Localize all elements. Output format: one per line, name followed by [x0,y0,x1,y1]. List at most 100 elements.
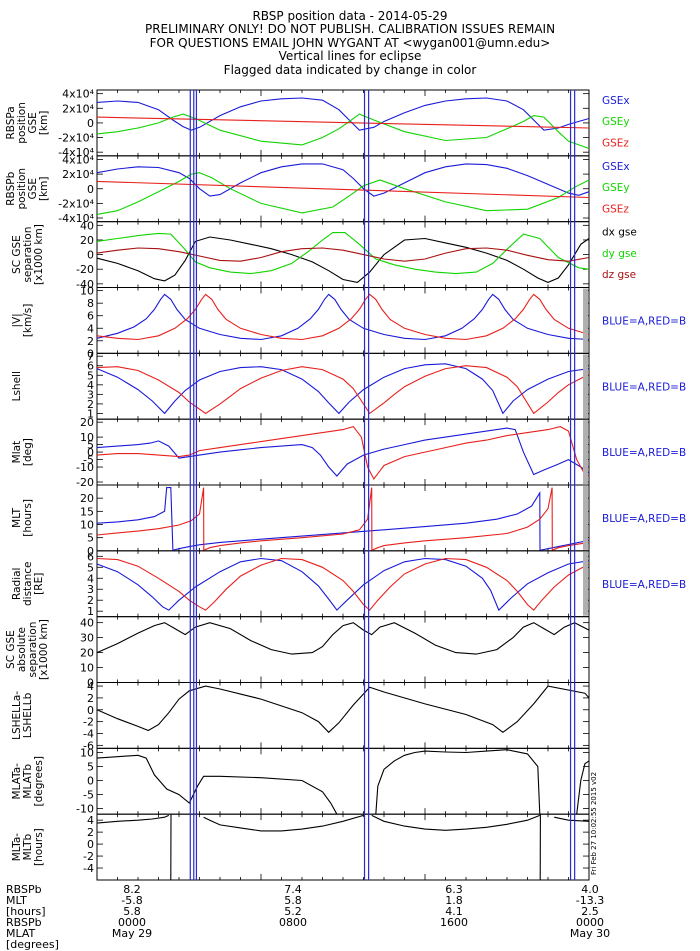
col2-time: 1600 [419,917,489,928]
panel-2-ytick-label: -20 [76,263,94,276]
panel-6-series-0 [97,488,589,551]
panel-10-ytick-label: -5 [83,789,94,802]
panel-10-ytick-label: 5 [87,761,94,774]
panel-3-series-1 [97,294,589,339]
panel-2-ylabel: [x1000 km] [33,224,45,285]
panel-3-ytick-label: 2 [87,335,94,348]
panel-5-ytick-label: 20 [80,416,94,429]
panel-1-legend-2: GSEz [602,203,629,215]
panel-10-frame [97,748,589,814]
panel-11-ylabel: [hours] [33,828,45,866]
panel-8-series-0 [97,623,589,654]
panel-9-ytick-label: 0 [87,704,94,717]
panel-6-legend-0: BLUE=A,RED=B [602,513,686,525]
panel-11-ytick-label: 0 [87,838,94,851]
panel-11-series-2 [204,815,364,831]
panel-2-legend-2: dz gse [602,269,636,281]
panel-0-ytick-label: 0 [87,117,94,130]
panel-3-series-0 [97,294,589,339]
panel-1-ylabel: [km] [38,176,50,201]
panel-10-series-1 [376,750,540,815]
panel-0-ytick-label: 4x10⁴ [62,88,95,101]
panel-1-ytick-label: 0 [87,183,94,196]
footer-axis-table: RBSPb MLT [hours] RBSPb MLAT [degrees] 8… [0,884,700,950]
panel-0-legend-0: GSEx [602,95,630,107]
panel-10-ytick-label: 0 [87,775,94,788]
panel-11-ytick-label: -4 [83,862,94,875]
panel-10-ytick-label: 10 [80,747,94,760]
panel-3-ylabel: [km/s] [22,304,34,338]
col1-time: 0800 [258,917,328,928]
panel-11-ytick-label: -2 [83,850,94,863]
col3-date: May 30 [555,928,625,939]
panel-2-series-0 [97,237,589,282]
panel-8-ylabel: [x1000 km] [38,619,50,680]
panel-11-series-5 [554,817,589,821]
panel-3-ytick-label: 6 [87,310,94,323]
panel-5-series-0 [97,428,589,476]
panel-3-ytick-label: 10 [80,285,94,298]
panel-3-legend-0: BLUE=A,RED=B [602,315,686,327]
panel-1-series-0 [97,164,589,196]
panel-2-legend-1: dy gse [602,248,637,260]
panel-2-ytick-label: 20 [80,234,94,247]
version-stamp: Fri Feb 27 10:02:55 2015 v02 [590,772,598,875]
panel-6-ytick-label: 10 [80,519,94,532]
panel-7-series-0 [97,559,589,611]
panel-2-ytick-label: 40 [80,219,94,232]
panel-9-ytick-label: -2 [83,716,94,729]
panel-0-ylabel: [km] [38,111,50,136]
panel-4-series-0 [97,364,589,414]
panel-7-legend-0: BLUE=A,RED=B [602,579,686,591]
panel-5-flag-bar [583,420,588,484]
panel-7-ylabel: [RE] [33,573,45,595]
panel-4-ylabel: Lshell [11,371,23,401]
panel-9-frame [97,683,589,749]
panel-9-ylabel: LSHELLb [22,692,34,738]
panel-11-series-0 [97,815,169,823]
panel-2-legend-0: dx gse [602,227,637,239]
col0-date: May 29 [97,928,167,939]
panel-5-ytick-label: 10 [80,431,94,444]
panel-1-ytick-label: -2x10⁴ [58,197,94,210]
panel-1-frame [97,156,589,222]
panel-1-ytick-label: 4x10⁴ [62,153,95,166]
panel-7-ytick-label: 6 [87,550,94,563]
panel-6-flag-bar [583,486,588,550]
panel-7-flag-bar [583,552,588,616]
panel-5-legend-0: BLUE=A,RED=B [602,447,686,459]
panel-2-ytick-label: 0 [87,249,94,262]
panel-5-ylabel: [deg] [22,438,34,466]
panel-1-legend-0: GSEx [602,161,630,173]
panel-10-series-0 [97,755,337,814]
panel-4-ytick-label: 7 [87,350,94,363]
panel-7-frame [97,551,589,617]
panel-4-flag-bar [583,354,588,418]
panel-3-flag-bar [583,289,588,353]
panel-7-series-1 [97,559,589,611]
panel-0-legend-1: GSEy [602,116,630,128]
row-label-degrees: [degrees] [6,939,59,950]
panel-1-series-1 [97,173,589,215]
panel-11-ytick-label: 4 [87,814,94,827]
panel-1-ytick-label: 2x10⁴ [62,168,95,181]
panel-0-ytick-label: 2x10⁴ [62,102,95,115]
panel-5-series-1 [97,427,589,479]
panel-3-ytick-label: 4 [87,322,94,335]
panel-8-ytick-label: 30 [80,632,94,645]
panel-1-series-2 [97,181,589,197]
panel-11-ytick-label: 2 [87,826,94,839]
panel-9-ytick-label: 2 [87,692,94,705]
panel-8-ytick-label: 40 [80,617,94,630]
panel-9-ytick-label: -4 [83,728,94,741]
panel-10-series-2 [577,761,589,814]
panel-2-series-1 [97,233,589,274]
panel-4-legend-0: BLUE=A,RED=B [602,381,686,393]
panel-0-ytick-label: -2x10⁴ [58,132,94,145]
panel-0-legend-2: GSEz [602,137,629,149]
panel-6-ylabel: [hours] [22,499,34,537]
panel-10-ylabel: [degrees] [33,756,45,806]
panel-11-series-3 [372,815,540,830]
panel-6-ytick-label: 20 [80,492,94,505]
